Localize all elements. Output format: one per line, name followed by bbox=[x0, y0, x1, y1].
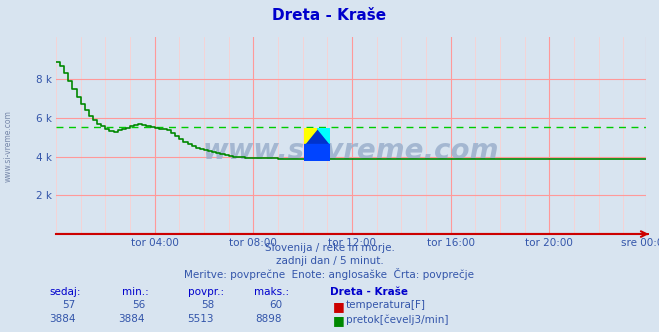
Polygon shape bbox=[304, 128, 330, 161]
Text: 8898: 8898 bbox=[256, 314, 282, 324]
Text: Meritve: povprečne  Enote: anglosaške  Črta: povprečje: Meritve: povprečne Enote: anglosaške Črt… bbox=[185, 268, 474, 280]
Text: zadnji dan / 5 minut.: zadnji dan / 5 minut. bbox=[275, 256, 384, 266]
Text: min.:: min.: bbox=[122, 287, 149, 297]
Text: 57: 57 bbox=[63, 300, 76, 310]
Text: temperatura[F]: temperatura[F] bbox=[346, 300, 426, 310]
Text: 60: 60 bbox=[269, 300, 282, 310]
Text: povpr.:: povpr.: bbox=[188, 287, 224, 297]
Polygon shape bbox=[304, 128, 317, 144]
Text: 58: 58 bbox=[201, 300, 214, 310]
Text: Dreta - Kraše: Dreta - Kraše bbox=[272, 8, 387, 23]
Text: sedaj:: sedaj: bbox=[49, 287, 81, 297]
Text: 3884: 3884 bbox=[119, 314, 145, 324]
Text: 5513: 5513 bbox=[188, 314, 214, 324]
Text: 56: 56 bbox=[132, 300, 145, 310]
Text: Dreta - Kraše: Dreta - Kraše bbox=[330, 287, 407, 297]
Polygon shape bbox=[317, 128, 330, 144]
Text: www.si-vreme.com: www.si-vreme.com bbox=[4, 110, 13, 182]
Text: ■: ■ bbox=[333, 314, 345, 327]
Text: ■: ■ bbox=[333, 300, 345, 313]
Text: Slovenija / reke in morje.: Slovenija / reke in morje. bbox=[264, 243, 395, 253]
Text: pretok[čevelj3/min]: pretok[čevelj3/min] bbox=[346, 314, 449, 325]
Polygon shape bbox=[304, 144, 330, 161]
Text: maks.:: maks.: bbox=[254, 287, 289, 297]
Text: 3884: 3884 bbox=[49, 314, 76, 324]
Text: www.si-vreme.com: www.si-vreme.com bbox=[203, 137, 499, 165]
